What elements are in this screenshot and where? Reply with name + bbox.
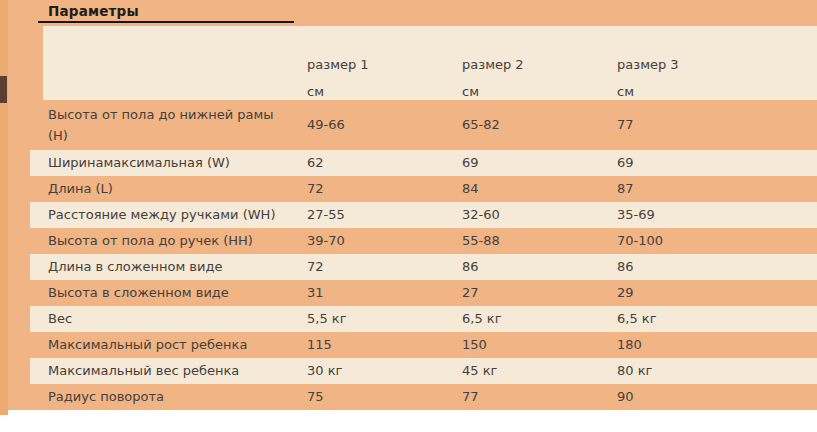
title-underline xyxy=(38,21,294,23)
row-value-size-1: 49-66 xyxy=(307,117,462,133)
row-value-size-1: 31 xyxy=(307,285,462,301)
row-value-size-3: 86 xyxy=(617,259,817,275)
row-value-size-2: 45 кг xyxy=(462,363,617,379)
row-label: Максимальный рост ребенка xyxy=(30,337,307,353)
table-row: Вес 5,5 кг 6,5 кг 6,5 кг xyxy=(30,306,817,332)
column-label: размер 2 xyxy=(462,51,617,78)
row-value-size-3: 90 xyxy=(617,389,817,405)
table-row: Длина (L) 72 84 87 xyxy=(30,176,817,202)
row-label: Высота от пола до ручек (HH) xyxy=(30,233,307,249)
row-value-size-3: 35-69 xyxy=(617,207,817,223)
table-header-row: размер 1 см размер 2 см размер 3 см xyxy=(43,26,817,100)
row-label: Ширинамаксимальная (W) xyxy=(30,155,307,171)
row-value-size-1: 115 xyxy=(307,337,462,353)
row-value-size-3: 77 xyxy=(617,117,817,133)
table-row: Максимальный рост ребенка 115 150 180 xyxy=(30,332,817,358)
table-row: Радиус поворота 75 77 90 xyxy=(30,384,817,410)
table-row: Высота в сложенном виде 31 27 29 xyxy=(30,280,817,306)
table-row: Расстояние между ручками (WH) 27-55 32-6… xyxy=(30,202,817,228)
table-row: Максимальный вес ребенка 30 кг 45 кг 80 … xyxy=(30,358,817,384)
row-label: Высота в сложенном виде xyxy=(30,285,307,301)
row-value-size-2: 27 xyxy=(462,285,617,301)
column-unit: см xyxy=(307,78,462,105)
row-value-size-2: 65-82 xyxy=(462,117,617,133)
row-label: Максимальный вес ребенка xyxy=(30,363,307,379)
row-value-size-2: 69 xyxy=(462,155,617,171)
row-value-size-1: 27-55 xyxy=(307,207,462,223)
row-label: Высота от пола до нижней рамы (H) xyxy=(30,104,307,146)
row-value-size-1: 75 xyxy=(307,389,462,405)
left-edge-artifact xyxy=(0,76,7,103)
row-value-size-3: 29 xyxy=(617,285,817,301)
row-value-size-1: 72 xyxy=(307,259,462,275)
row-value-size-2: 86 xyxy=(462,259,617,275)
column-unit: см xyxy=(462,78,617,105)
row-value-size-1: 62 xyxy=(307,155,462,171)
row-value-size-3: 70-100 xyxy=(617,233,817,249)
row-value-size-1: 39-70 xyxy=(307,233,462,249)
column-unit: см xyxy=(617,78,817,105)
left-edge-strip xyxy=(0,0,8,415)
row-value-size-2: 6,5 кг xyxy=(462,311,617,327)
column-header-size-3: размер 3 см xyxy=(617,51,817,105)
row-value-size-1: 72 xyxy=(307,181,462,197)
column-label: размер 1 xyxy=(307,51,462,78)
row-label: Длина (L) xyxy=(30,181,307,197)
row-value-size-2: 55-88 xyxy=(462,233,617,249)
row-label: Радиус поворота xyxy=(30,389,307,405)
column-header-size-2: размер 2 см xyxy=(462,51,617,105)
table-body: Высота от пола до нижней рамы (H) 49-66 … xyxy=(30,100,817,410)
parameters-table: размер 1 см размер 2 см размер 3 см Высо… xyxy=(30,26,817,410)
row-label: Вес xyxy=(30,311,307,327)
row-value-size-2: 84 xyxy=(462,181,617,197)
table-row: Высота от пола до нижней рамы (H) 49-66 … xyxy=(30,100,817,150)
column-header-size-1: размер 1 см xyxy=(307,51,462,105)
row-value-size-2: 77 xyxy=(462,389,617,405)
page-title: Параметры xyxy=(48,3,139,19)
table-row: Высота от пола до ручек (HH) 39-70 55-88… xyxy=(30,228,817,254)
row-value-size-2: 150 xyxy=(462,337,617,353)
table-row: Длина в сложенном виде 72 86 86 xyxy=(30,254,817,280)
row-value-size-3: 69 xyxy=(617,155,817,171)
row-value-size-3: 180 xyxy=(617,337,817,353)
row-value-size-1: 30 кг xyxy=(307,363,462,379)
header-spacer xyxy=(43,51,307,105)
row-value-size-3: 87 xyxy=(617,181,817,197)
row-value-size-1: 5,5 кг xyxy=(307,311,462,327)
table-row: Ширинамаксимальная (W) 62 69 69 xyxy=(30,150,817,176)
row-label: Расстояние между ручками (WH) xyxy=(30,207,307,223)
row-value-size-2: 32-60 xyxy=(462,207,617,223)
row-label: Длина в сложенном виде xyxy=(30,259,307,275)
row-value-size-3: 80 кг xyxy=(617,363,817,379)
column-label: размер 3 xyxy=(617,51,817,78)
row-value-size-3: 6,5 кг xyxy=(617,311,817,327)
